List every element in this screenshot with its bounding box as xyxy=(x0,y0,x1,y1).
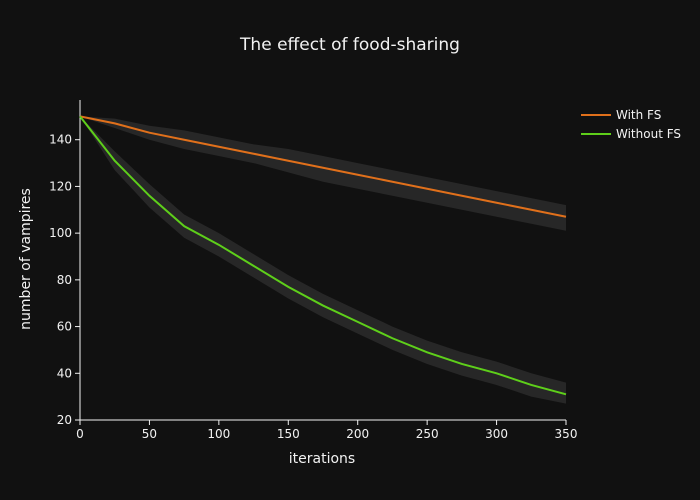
legend-label: Without FS xyxy=(616,127,681,141)
legend-label: With FS xyxy=(616,108,661,122)
x-tick-label: 0 xyxy=(76,427,84,441)
y-tick-label: 80 xyxy=(57,273,72,287)
series-line-1 xyxy=(79,115,567,396)
y-tick-label: 120 xyxy=(49,179,72,193)
confidence-band-1 xyxy=(80,116,566,404)
y-tick-label: 40 xyxy=(57,366,72,380)
legend[interactable]: With FS Without FS xyxy=(581,108,681,141)
x-tick-label: 50 xyxy=(142,427,157,441)
plot-area: 0 50 100 150 200 250 300 350 20 40 60 80 100 120 140 xyxy=(49,100,577,441)
chart-title: The effect of food-sharing xyxy=(239,35,460,55)
x-tick-label: 100 xyxy=(207,427,230,441)
legend-item-0[interactable]: With FS xyxy=(581,108,661,122)
x-tick-label: 250 xyxy=(416,427,439,441)
legend-item-1[interactable]: Without FS xyxy=(581,127,681,141)
x-tick-label: 350 xyxy=(555,427,578,441)
x-tick-label: 200 xyxy=(346,427,369,441)
y-tick-label: 60 xyxy=(57,320,72,334)
confidence-band-0 xyxy=(80,116,566,231)
x-tick-label: 300 xyxy=(485,427,508,441)
y-tick-label: 20 xyxy=(57,413,72,427)
x-tick-label: 150 xyxy=(277,427,300,441)
y-tick-label: 140 xyxy=(49,133,72,147)
y-tick-label: 100 xyxy=(49,226,72,240)
x-axis-label: iterations xyxy=(289,451,355,467)
series-line-0 xyxy=(79,115,567,218)
y-axis-label: number of vampires xyxy=(18,188,34,330)
